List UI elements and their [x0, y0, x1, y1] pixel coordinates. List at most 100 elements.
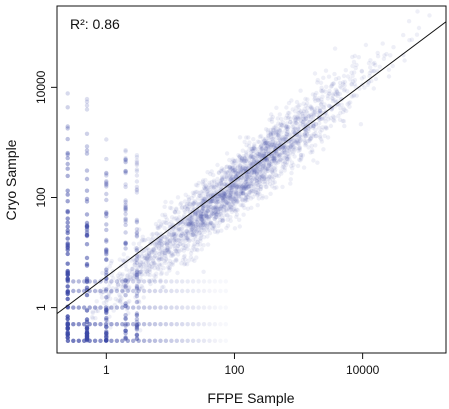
data-point — [265, 141, 270, 146]
data-point — [109, 290, 114, 295]
data-point — [231, 199, 236, 205]
data-point — [211, 208, 217, 213]
data-point — [277, 128, 283, 134]
data-point — [297, 147, 302, 153]
data-point — [270, 131, 275, 136]
data-point — [191, 223, 196, 228]
data-point — [251, 146, 256, 151]
data-point — [279, 123, 285, 128]
data-point — [248, 162, 254, 167]
data-point — [179, 247, 184, 252]
data-point — [220, 217, 226, 223]
data-point — [271, 157, 276, 162]
data-point — [294, 139, 299, 144]
data-point — [177, 215, 182, 220]
data-point — [349, 70, 354, 75]
data-point — [179, 205, 184, 211]
data-point — [133, 272, 138, 277]
data-point — [302, 134, 308, 139]
data-point — [196, 209, 201, 214]
data-point — [221, 197, 226, 202]
data-point — [300, 113, 305, 119]
data-point — [285, 132, 290, 138]
data-point — [315, 105, 320, 111]
data-point — [111, 308, 116, 313]
data-point — [220, 216, 225, 221]
data-point — [359, 76, 365, 81]
data-point — [65, 316, 70, 322]
data-point — [190, 214, 195, 220]
data-point — [207, 187, 212, 192]
data-point — [215, 176, 220, 182]
data-point — [136, 287, 141, 293]
data-point — [131, 241, 136, 246]
data-point — [270, 114, 275, 120]
data-point — [232, 196, 237, 202]
data-point — [176, 227, 181, 233]
data-point — [301, 122, 306, 127]
data-point — [134, 173, 140, 178]
data-point — [220, 195, 225, 201]
data-point — [121, 258, 126, 263]
data-point — [280, 155, 285, 160]
data-point — [180, 236, 186, 241]
data-point — [352, 77, 358, 83]
data-point — [288, 147, 293, 152]
data-point — [265, 156, 270, 161]
data-point — [176, 237, 182, 243]
data-point — [265, 180, 270, 185]
data-point — [248, 155, 253, 160]
data-point — [255, 139, 260, 144]
data-point — [100, 270, 105, 276]
data-point — [222, 170, 228, 176]
data-point — [109, 305, 114, 310]
data-point — [124, 273, 130, 279]
data-point — [138, 265, 144, 270]
data-point — [261, 158, 267, 164]
data-point — [335, 102, 340, 107]
data-point — [282, 145, 287, 151]
data-point — [157, 238, 163, 243]
data-point — [163, 256, 169, 261]
data-point — [333, 91, 338, 97]
data-point — [211, 178, 217, 183]
data-point — [208, 221, 213, 226]
data-point — [65, 322, 71, 327]
data-point — [233, 174, 239, 179]
data-point — [287, 145, 292, 151]
data-point — [187, 222, 192, 227]
data-point — [190, 223, 195, 228]
data-point — [236, 161, 241, 166]
data-point — [179, 226, 184, 231]
data-point — [203, 212, 209, 217]
data-point — [217, 215, 222, 220]
data-point — [163, 288, 169, 294]
data-point — [272, 185, 277, 191]
data-point — [262, 143, 268, 148]
data-point — [304, 122, 310, 128]
data-point — [220, 191, 225, 196]
data-point — [240, 198, 245, 203]
data-point — [255, 193, 260, 198]
data-point — [211, 172, 216, 178]
data-point — [84, 151, 90, 156]
data-point — [252, 169, 258, 174]
data-point — [278, 157, 284, 162]
data-point — [65, 192, 70, 197]
data-point — [195, 214, 200, 220]
data-point — [210, 193, 216, 198]
data-point — [84, 196, 90, 202]
data-point — [221, 190, 227, 196]
data-point — [194, 189, 200, 195]
data-point — [414, 32, 420, 37]
data-point — [212, 288, 218, 294]
data-point — [127, 299, 132, 304]
data-point — [147, 254, 152, 259]
data-point — [193, 200, 198, 205]
data-point — [190, 214, 195, 220]
data-point — [222, 192, 227, 197]
data-point — [254, 172, 260, 177]
data-point — [243, 185, 249, 191]
data-point — [139, 254, 145, 259]
data-point — [243, 178, 249, 183]
